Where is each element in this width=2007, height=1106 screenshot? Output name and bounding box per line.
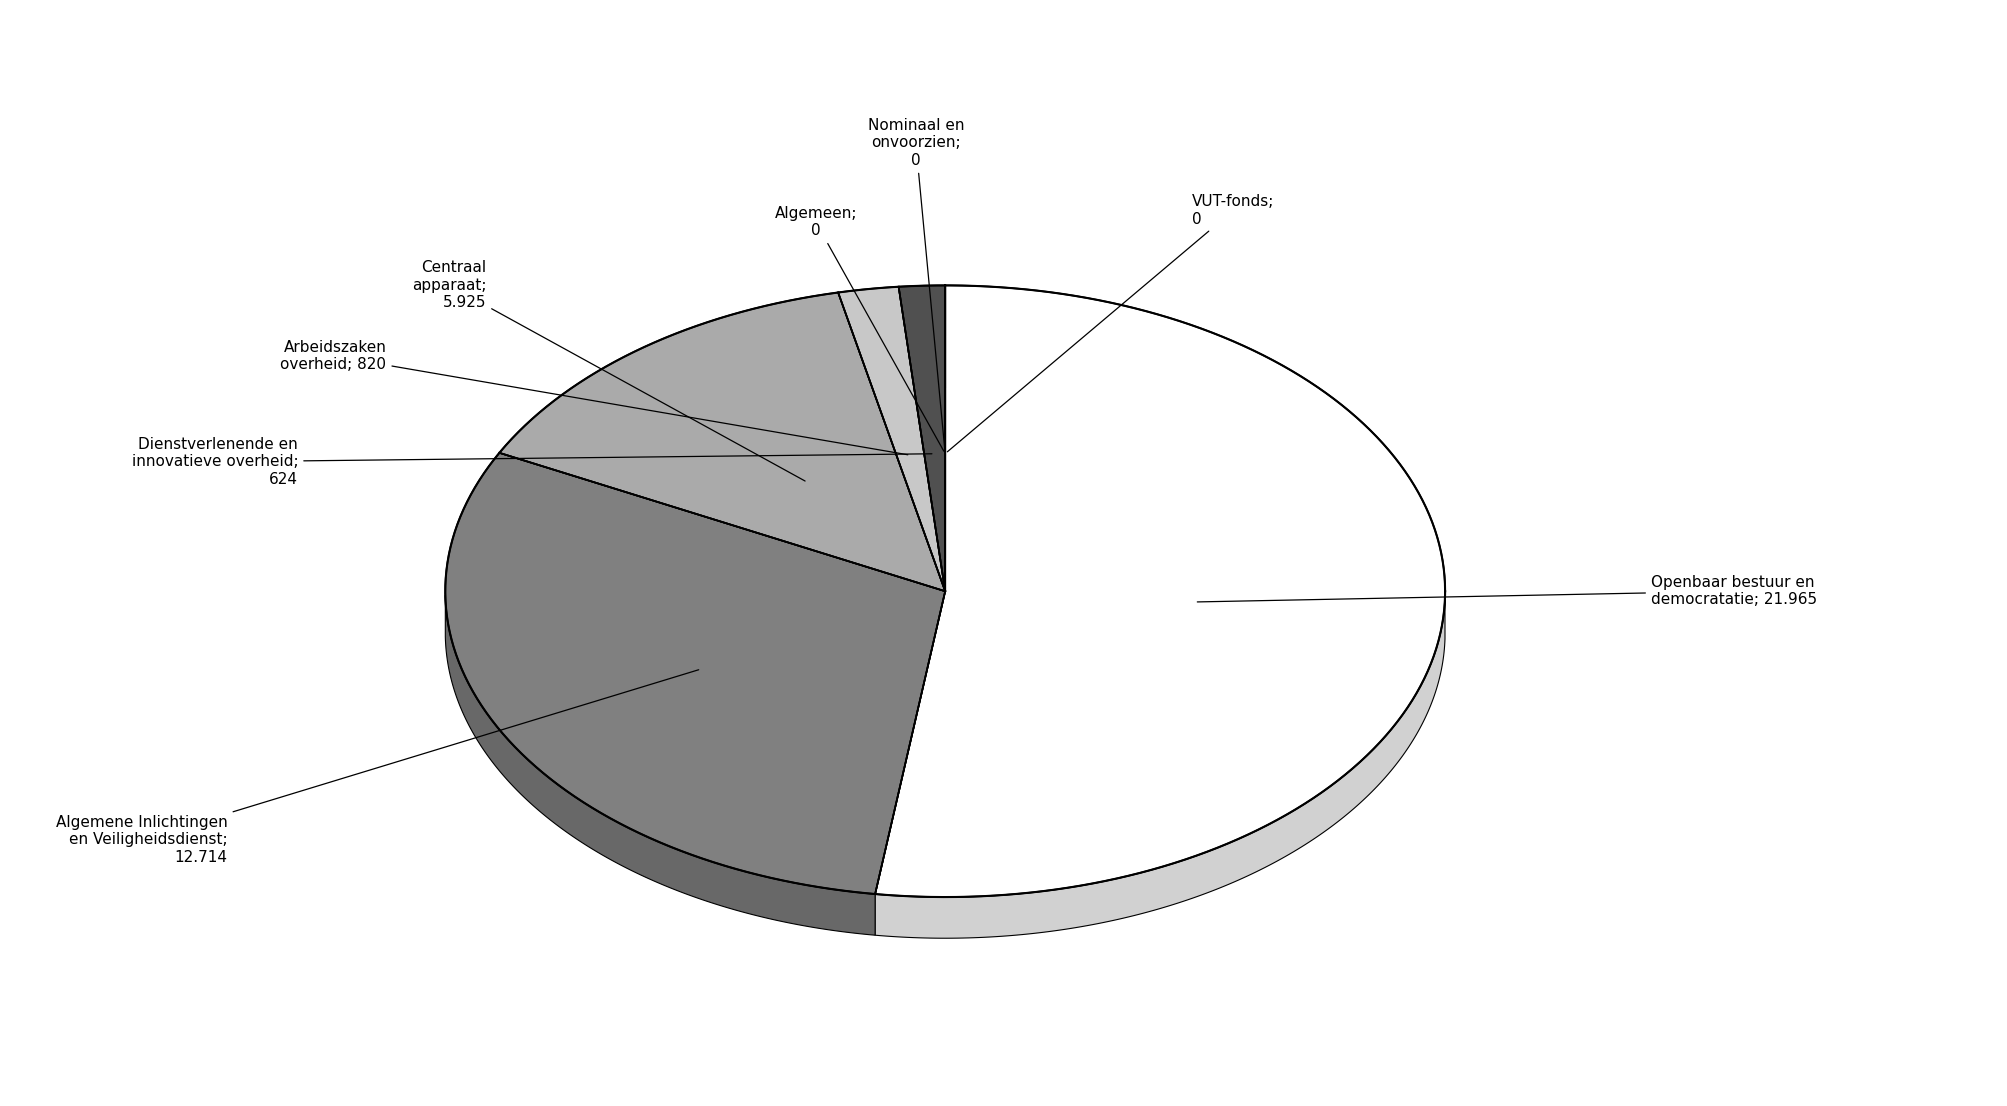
Polygon shape bbox=[500, 292, 945, 592]
Polygon shape bbox=[446, 452, 945, 894]
Text: Algemeen;
0: Algemeen; 0 bbox=[775, 206, 943, 451]
Polygon shape bbox=[875, 597, 1445, 938]
Text: Arbeidszaken
overheid; 820: Arbeidszaken overheid; 820 bbox=[281, 340, 907, 455]
Polygon shape bbox=[837, 286, 945, 592]
Text: VUT-fonds;
0: VUT-fonds; 0 bbox=[947, 195, 1274, 452]
Polygon shape bbox=[899, 285, 945, 592]
Polygon shape bbox=[875, 285, 1445, 897]
Text: Dienstverlenende en
innovatieve overheid;
624: Dienstverlenende en innovatieve overheid… bbox=[132, 437, 931, 487]
Text: Nominaal en
onvoorzien;
0: Nominaal en onvoorzien; 0 bbox=[867, 118, 963, 451]
Polygon shape bbox=[446, 595, 875, 936]
Text: Openbaar bestuur en
democratatie; 21.965: Openbaar bestuur en democratatie; 21.965 bbox=[1196, 575, 1816, 607]
Text: Algemene Inlichtingen
en Veiligheidsdienst;
12.714: Algemene Inlichtingen en Veiligheidsdien… bbox=[56, 670, 698, 865]
Text: Centraal
apparaat;
5.925: Centraal apparaat; 5.925 bbox=[411, 261, 805, 481]
